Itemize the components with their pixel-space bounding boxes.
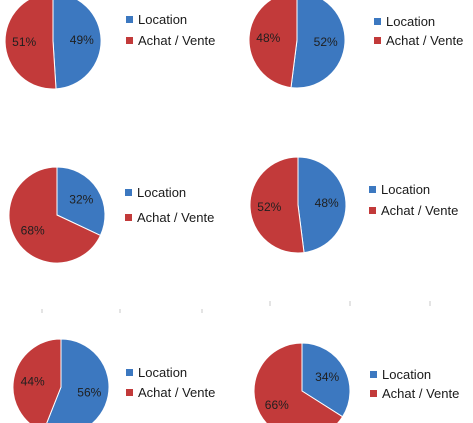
legend-label-location-1: Location — [138, 12, 187, 27]
legend-label-location-3: Location — [137, 185, 186, 200]
legend-label-achat-vente-2: Achat / Vente — [386, 33, 463, 48]
slice-achat-vente-5 — [12, 338, 62, 423]
slice-location-1 — [52, 0, 102, 90]
legend-label-achat-vente-1: Achat / Vente — [138, 33, 215, 48]
legend-label-location-4: Location — [381, 182, 430, 197]
legend-swatch-location-6 — [370, 371, 377, 378]
pie-chart-1: 49% 51% Location Achat / Vente — [4, 0, 215, 90]
legend-swatch-achat-vente-4 — [369, 207, 376, 214]
slice-achat-vente-3 — [8, 166, 102, 264]
slice-achat-vente-2 — [248, 0, 298, 89]
legend-swatch-location-4 — [369, 186, 376, 193]
legend-swatch-location-1 — [126, 16, 133, 23]
legend-swatch-achat-vente-1 — [126, 37, 133, 44]
pie-chart-2: 52% 48% Location Achat / Vente — [248, 0, 463, 89]
legend-label-location-6: Location — [382, 367, 431, 382]
legend-swatch-location-5 — [126, 369, 133, 376]
pie-chart-5: 56% 44% Location Achat / Vente — [12, 338, 215, 423]
legend-swatch-achat-vente-5 — [126, 389, 133, 396]
legend-swatch-location-2 — [374, 18, 381, 25]
label-achat-vente-5: 44% — [21, 375, 45, 389]
slice-achat-vente-4 — [249, 156, 305, 254]
label-location-3: 32% — [69, 193, 93, 207]
slice-location-5 — [46, 338, 110, 423]
label-achat-vente-1: 51% — [12, 35, 36, 49]
label-location-4: 48% — [315, 196, 339, 210]
separator-ticks — [41, 301, 431, 313]
slice-achat-vente-1 — [4, 0, 57, 90]
label-achat-vente-6: 66% — [265, 398, 289, 412]
legend-label-location-5: Location — [138, 365, 187, 380]
slice-location-4 — [297, 156, 347, 254]
slice-achat-vente-6 — [253, 342, 344, 423]
label-achat-vente-3: 68% — [21, 223, 45, 237]
label-location-1: 49% — [70, 33, 94, 47]
legend-swatch-achat-vente-2 — [374, 37, 381, 44]
pie-chart-4: 48% 52% Location Achat / Vente — [249, 156, 458, 254]
legend-label-location-2: Location — [386, 14, 435, 29]
slice-location-3 — [56, 166, 106, 237]
legend-label-achat-vente-6: Achat / Vente — [382, 386, 459, 401]
pie-chart-3: 32% 68% Location Achat / Vente — [8, 166, 214, 264]
label-location-2: 52% — [314, 35, 338, 49]
label-location-6: 34% — [315, 370, 339, 384]
slice-location-2 — [290, 0, 346, 89]
legend-label-achat-vente-5: Achat / Vente — [138, 385, 215, 400]
pie-chart-6: 34% 66% Location Achat / Vente — [253, 342, 459, 423]
legend-swatch-achat-vente-6 — [370, 390, 377, 397]
legend-label-achat-vente-3: Achat / Vente — [137, 210, 214, 225]
legend-swatch-location-3 — [125, 189, 132, 196]
legend-swatch-achat-vente-3 — [125, 214, 132, 221]
legend-label-achat-vente-4: Achat / Vente — [381, 203, 458, 218]
label-achat-vente-4: 52% — [257, 200, 281, 214]
label-achat-vente-2: 48% — [256, 31, 280, 45]
label-location-5: 56% — [77, 385, 101, 399]
